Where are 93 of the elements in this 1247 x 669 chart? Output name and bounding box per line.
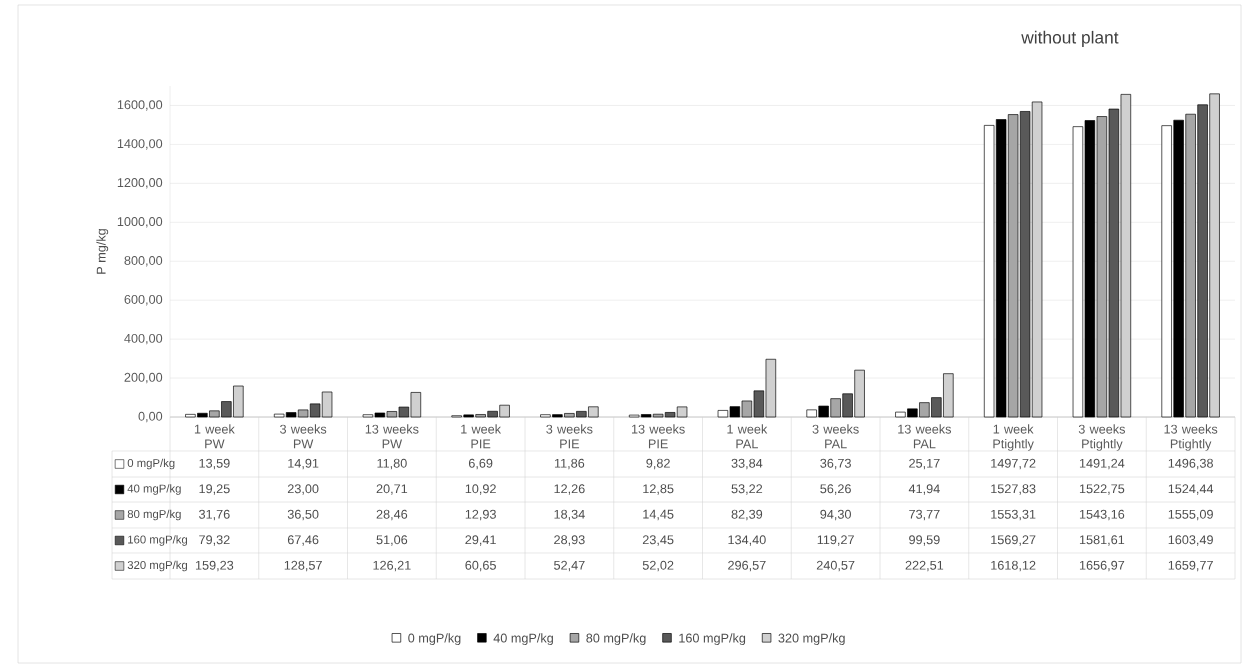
data-label: 82,39 — [731, 509, 763, 521]
data-label: 36,73 — [820, 458, 851, 470]
data-label: 9,82 — [646, 458, 670, 470]
data-label: 12,26 — [554, 484, 585, 495]
data-label: 159,23 — [195, 560, 234, 572]
data-label: 56,26 — [820, 484, 851, 495]
data-label: 12,85 — [643, 484, 674, 495]
data-label: 20,71 — [376, 484, 408, 495]
legend-label: 80 mgP/kg — [127, 509, 181, 521]
x-tick-label: 1 week PAL — [727, 424, 768, 449]
data-label: 126,21 — [373, 560, 411, 572]
data-label: 1527,83 — [991, 484, 1036, 495]
data-label: 1496,38 — [1168, 458, 1213, 470]
data-label: 41,94 — [908, 484, 940, 495]
data-label: 94,30 — [820, 509, 851, 521]
data-label: 6,69 — [468, 458, 493, 470]
data-label: 28,93 — [554, 535, 585, 546]
data-label: 14,91 — [288, 458, 319, 470]
data-label: 67,46 — [287, 535, 319, 546]
text: 320 mgP/kg — [778, 633, 845, 646]
data-label: 25,17 — [909, 458, 940, 470]
x-tick-label: 13 weeks PAL — [898, 424, 952, 449]
data-label: 31,76 — [199, 509, 230, 521]
legend-label: 40 mgP/kg — [127, 484, 181, 495]
x-tick-label: 1 week Ptightly — [993, 424, 1034, 451]
x-tick-label: 3 weeks Ptightly — [1078, 424, 1125, 451]
data-label: 1553,31 — [991, 509, 1036, 521]
y-tick-label: 400,00 — [124, 333, 163, 345]
x-tick-label: 13 weeks PIE — [631, 424, 685, 449]
data-label: 52,02 — [642, 560, 674, 572]
data-label: 14,45 — [643, 509, 674, 521]
data-label: 28,46 — [376, 509, 408, 521]
data-label: 19,25 — [199, 484, 230, 495]
data-label: 1491,24 — [1079, 458, 1125, 470]
data-label: 128,57 — [284, 560, 322, 572]
x-tick-label: 1 week PW — [194, 424, 235, 449]
y-tick-label: 800,00 — [124, 256, 163, 267]
data-label: 1543,16 — [1079, 509, 1125, 521]
data-label: 52,47 — [554, 560, 585, 572]
text: 160 mgP/kg — [679, 633, 746, 646]
data-label: 1569,27 — [991, 535, 1036, 546]
data-label: 1618,12 — [991, 560, 1036, 572]
data-label: 13,59 — [199, 458, 230, 470]
data-label: 18,34 — [554, 509, 585, 521]
y-tick-label: 200,00 — [124, 372, 163, 384]
data-label: 1659,77 — [1168, 560, 1213, 572]
data-label: 79,32 — [199, 535, 230, 546]
y-tick-label: 1400,00 — [117, 139, 163, 150]
data-label: 36,50 — [287, 509, 319, 521]
data-label: 12,93 — [465, 509, 496, 521]
legend-label: 320 mgP/kg — [127, 560, 188, 572]
data-label: 1522,75 — [1079, 484, 1125, 495]
data-label: 73,77 — [909, 509, 940, 521]
y-tick-label: 1200,00 — [117, 178, 163, 189]
data-label: 1555,09 — [1168, 509, 1213, 521]
x-tick-label: 3 weeks PW — [280, 424, 327, 449]
y-tick-label: 1600,00 — [117, 100, 163, 111]
data-label: 119,27 — [817, 535, 854, 546]
text: 40 mgP/kg — [493, 633, 553, 646]
data-label: 51,06 — [376, 535, 408, 546]
data-label: 23,00 — [287, 484, 319, 495]
data-label: 296,57 — [728, 560, 766, 572]
data-label: 99,59 — [909, 535, 940, 546]
legend-label: 160 mgP/kg — [128, 535, 188, 546]
legend-label: 0 mgP/kg — [127, 458, 175, 470]
data-label: 222,51 — [905, 560, 944, 572]
data-label: 53,22 — [731, 484, 763, 495]
data-label: 1497,72 — [991, 458, 1036, 470]
data-label: 60,65 — [465, 560, 496, 572]
data-label: 11,86 — [554, 458, 585, 470]
data-label: 10,92 — [465, 484, 496, 495]
x-tick-label: 3 weeks PAL — [812, 424, 859, 449]
y-tick-label: 600,00 — [124, 294, 163, 306]
data-label: 1524,44 — [1168, 484, 1214, 495]
x-tick-label: 1 week PIE — [461, 424, 502, 449]
text: 0 mgP/kg — [408, 633, 461, 646]
data-label: 23,45 — [642, 535, 674, 546]
y-axis-title: P mg/kg — [96, 229, 109, 274]
data-label: 29,41 — [465, 535, 496, 546]
data-label: 1603,49 — [1168, 535, 1213, 546]
x-tick-label: 13 weeks PW — [365, 424, 419, 449]
data-label: 1581,61 — [1079, 535, 1125, 546]
y-tick-label: 1000,00 — [117, 217, 163, 228]
data-label: 134,40 — [728, 535, 766, 546]
data-label: 11,80 — [377, 458, 407, 470]
data-label: 1656,97 — [1079, 560, 1125, 572]
data-label: 240,57 — [816, 560, 855, 572]
x-tick-label: 13 weeks Ptightly — [1164, 424, 1218, 451]
x-tick-label: 3 weeks PIE — [546, 424, 593, 449]
data-label: 33,84 — [731, 458, 763, 470]
y-tick-label: 0,00 — [138, 411, 163, 423]
chart-title: without plant — [1021, 30, 1119, 48]
text: 80 mgP/kg — [586, 633, 646, 646]
